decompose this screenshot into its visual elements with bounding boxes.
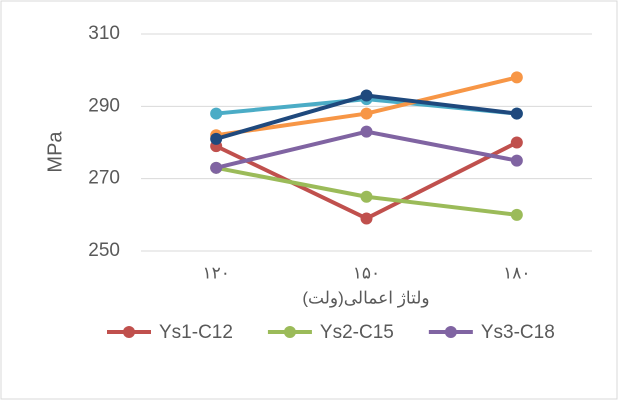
data-point xyxy=(510,71,523,84)
y-tick-label: 250 xyxy=(88,240,120,261)
data-point xyxy=(360,89,373,102)
data-point xyxy=(510,154,523,167)
data-point xyxy=(360,190,373,203)
legend-label: Ys1-C12 xyxy=(159,322,233,343)
y-tick-label: 290 xyxy=(88,95,120,116)
legend-label: Ys2-C15 xyxy=(320,322,394,343)
y-axis-label: MPa xyxy=(44,131,66,173)
data-point xyxy=(510,208,523,221)
data-point xyxy=(360,107,373,120)
data-point xyxy=(210,107,223,120)
x-tick-label: ۱۸۰ xyxy=(503,263,530,282)
legend-marker xyxy=(283,326,296,338)
data-point xyxy=(510,107,523,120)
y-tick-label: 270 xyxy=(88,168,120,189)
data-point xyxy=(210,161,223,174)
legend-label: Ys3-C18 xyxy=(481,322,555,343)
x-tick-label: ۱۲۰ xyxy=(202,263,229,282)
x-axis-label: ولتاژ اعمالی(ولت) xyxy=(302,288,429,308)
data-point xyxy=(510,136,523,149)
data-point xyxy=(360,125,373,138)
legend-marker xyxy=(444,326,457,338)
data-point xyxy=(210,132,223,145)
y-tick-label: 310 xyxy=(88,23,120,44)
legend-marker xyxy=(123,326,135,338)
data-point xyxy=(360,212,373,225)
x-tick-label: ۱۵۰ xyxy=(353,263,380,282)
